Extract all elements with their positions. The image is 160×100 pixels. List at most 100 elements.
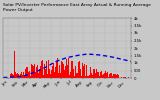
Bar (90, 67, 91, 78)
Bar (100, 69, 101, 78)
Bar (71, 61, 72, 78)
Bar (93, 72, 94, 78)
Bar (125, 77, 126, 78)
Bar (99, 74, 100, 78)
Bar (29, 71, 30, 78)
Bar (118, 75, 119, 78)
Bar (77, 74, 78, 78)
Bar (46, 61, 47, 78)
Bar (14, 51, 15, 78)
Bar (91, 73, 92, 78)
Bar (87, 76, 88, 78)
Bar (120, 76, 121, 78)
Bar (44, 64, 45, 78)
Bar (58, 73, 59, 78)
Bar (108, 77, 109, 78)
Bar (67, 65, 68, 78)
Bar (52, 66, 53, 78)
Bar (81, 76, 82, 78)
Bar (97, 72, 98, 78)
Bar (112, 76, 113, 78)
Bar (117, 74, 118, 78)
Bar (103, 74, 104, 78)
Bar (47, 74, 48, 78)
Bar (27, 67, 28, 78)
Bar (10, 74, 11, 78)
Bar (78, 62, 79, 78)
Bar (109, 74, 110, 78)
Bar (82, 63, 83, 78)
Bar (102, 75, 103, 78)
Bar (94, 69, 95, 78)
Bar (17, 73, 18, 78)
Bar (72, 62, 73, 78)
Bar (107, 72, 108, 78)
Text: Solar PV/Inverter Performance East Array Actual & Running Average Power Output: Solar PV/Inverter Performance East Array… (3, 3, 151, 12)
Bar (53, 63, 54, 78)
Bar (62, 62, 63, 78)
Bar (70, 72, 71, 78)
Bar (88, 76, 89, 78)
Bar (61, 61, 62, 78)
Bar (86, 74, 87, 78)
Bar (57, 58, 58, 78)
Bar (51, 70, 52, 78)
Bar (98, 72, 99, 78)
Bar (43, 75, 44, 78)
Bar (89, 75, 90, 78)
Bar (64, 70, 65, 78)
Bar (101, 71, 102, 78)
Bar (74, 76, 75, 78)
Bar (15, 72, 16, 78)
Bar (60, 69, 61, 78)
Bar (95, 73, 96, 78)
Bar (104, 73, 105, 78)
Bar (113, 74, 114, 78)
Bar (65, 66, 66, 78)
Bar (19, 76, 20, 78)
Bar (121, 77, 122, 78)
Bar (39, 75, 40, 78)
Bar (30, 76, 31, 78)
Bar (22, 75, 23, 78)
Bar (119, 77, 120, 78)
Bar (34, 64, 35, 78)
Bar (114, 74, 115, 78)
Bar (85, 76, 86, 78)
Bar (26, 67, 27, 78)
Bar (16, 74, 17, 78)
Bar (111, 73, 112, 78)
Bar (115, 74, 116, 78)
Bar (75, 66, 76, 78)
Bar (13, 75, 14, 78)
Bar (32, 65, 33, 78)
Bar (36, 66, 37, 78)
Bar (33, 66, 34, 78)
Bar (25, 69, 26, 78)
Bar (110, 73, 111, 78)
Bar (21, 72, 22, 78)
Bar (92, 75, 93, 78)
Bar (28, 72, 29, 78)
Bar (79, 66, 80, 78)
Bar (105, 71, 106, 78)
Bar (20, 75, 21, 78)
Bar (96, 69, 97, 78)
Bar (106, 72, 107, 78)
Bar (50, 74, 51, 78)
Bar (24, 76, 25, 78)
Bar (69, 74, 70, 78)
Bar (54, 72, 55, 78)
Bar (18, 74, 19, 78)
Bar (66, 58, 67, 78)
Bar (37, 65, 38, 78)
Bar (11, 77, 12, 78)
Bar (59, 72, 60, 78)
Bar (123, 77, 124, 78)
Bar (80, 63, 81, 78)
Bar (42, 60, 43, 78)
Bar (68, 58, 69, 78)
Bar (55, 67, 56, 78)
Bar (84, 64, 85, 78)
Bar (49, 69, 50, 78)
